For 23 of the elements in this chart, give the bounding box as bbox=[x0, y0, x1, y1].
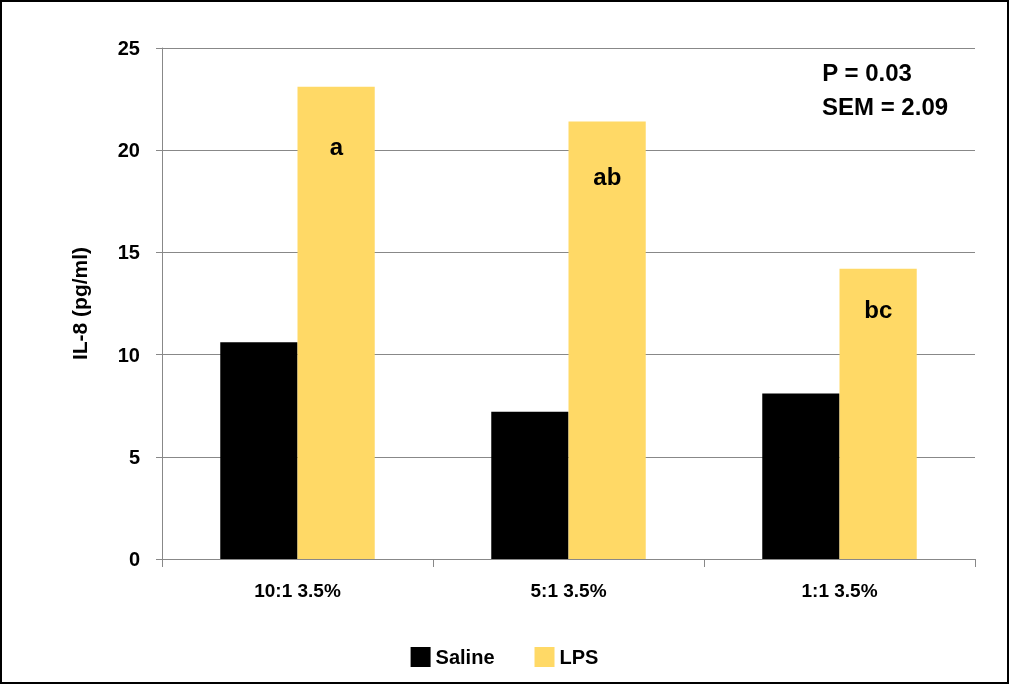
bar bbox=[297, 86, 375, 559]
y-tick-label: 15 bbox=[117, 241, 140, 264]
bar bbox=[491, 411, 569, 559]
bar bbox=[839, 268, 917, 559]
y-axis-title: IL-8 (pg/ml) bbox=[68, 246, 91, 361]
legend-label: LPS bbox=[559, 646, 599, 668]
x-tick-label: 5:1 3.5% bbox=[530, 580, 607, 601]
y-tick-label: 10 bbox=[117, 343, 140, 366]
legend-label: Saline bbox=[435, 646, 495, 668]
bar bbox=[568, 121, 646, 559]
annotation: P = 0.03 bbox=[822, 58, 912, 86]
y-tick-label: 20 bbox=[117, 139, 140, 162]
x-tick-label: 1:1 3.5% bbox=[801, 580, 878, 601]
annotation: a bbox=[329, 132, 344, 160]
x-tick-label: 10:1 3.5% bbox=[254, 580, 341, 601]
y-tick-label: 5 bbox=[128, 445, 140, 468]
annotation: ab bbox=[593, 163, 622, 191]
bar bbox=[220, 342, 298, 559]
annotation: SEM = 2.09 bbox=[822, 92, 949, 120]
y-tick-label: 25 bbox=[117, 37, 140, 59]
bar bbox=[762, 393, 840, 559]
y-tick-label: 0 bbox=[128, 548, 140, 570]
annotation: bc bbox=[864, 296, 893, 324]
